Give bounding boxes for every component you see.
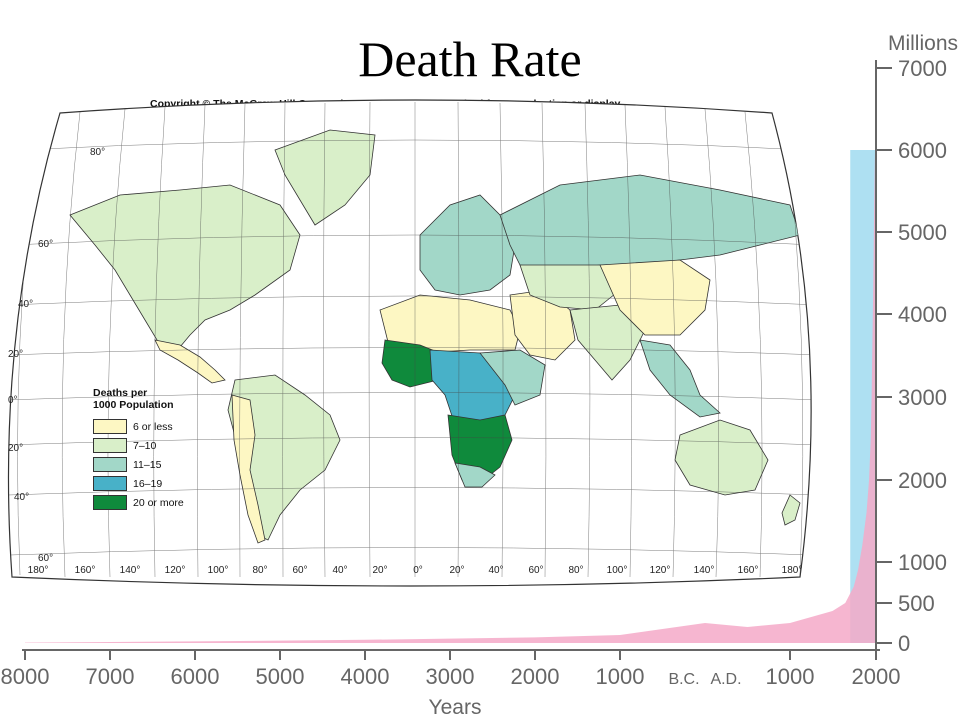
lon-label: 40° (488, 565, 503, 576)
lon-label: 80° (568, 565, 583, 576)
x-axis-label: Years (429, 696, 482, 719)
lon-label: 160° (75, 565, 96, 576)
lon-label: 100° (607, 565, 628, 576)
lat-label: 60° (38, 239, 53, 250)
x-tick-label: 1000 (766, 664, 815, 689)
y-tick-label: 4000 (898, 302, 947, 327)
lon-label: 60° (292, 565, 307, 576)
legend-title-line: 1000 Population (93, 399, 174, 411)
south-america-west (231, 394, 266, 544)
lon-label: 140° (120, 565, 141, 576)
lon-label: 120° (165, 565, 186, 576)
lon-label: 120° (650, 565, 671, 576)
x-tick-label: 1000 (596, 664, 645, 689)
x-tick-label: 2000 (852, 664, 901, 689)
x-tick-label: 6000 (171, 664, 220, 689)
x-tick-label: 8000 (1, 664, 50, 689)
legend-swatch (93, 457, 127, 472)
lon-label: 180° (28, 565, 49, 576)
north-america (69, 184, 301, 354)
y-tick-label: 7000 (898, 56, 947, 81)
new-zealand (781, 494, 801, 526)
x-tick-label: B.C. (668, 671, 699, 688)
y-tick-label: 6000 (898, 138, 947, 163)
x-tick-label: 4000 (341, 664, 390, 689)
y-tick-label: 2000 (898, 468, 947, 493)
legend-title-line: Deaths per (93, 387, 148, 399)
lon-label: 80° (252, 565, 267, 576)
legend-label: 20 or more (133, 496, 184, 509)
lon-label: 160° (738, 565, 759, 576)
china (599, 259, 711, 336)
lat-label: 0° (8, 395, 18, 406)
legend-item: 11–15 (93, 455, 203, 474)
central-america (154, 339, 226, 384)
x-tick-label: 3000 (426, 664, 475, 689)
lon-label: 180° (782, 565, 803, 576)
y-tick-label: 1000 (898, 550, 947, 575)
legend-item: 20 or more (93, 493, 203, 512)
legend-title: Deaths per 1000 Population (93, 387, 203, 411)
legend-label: 7–10 (133, 439, 157, 452)
x-tick-label: 2000 (511, 664, 560, 689)
y-tick-label: 500 (898, 591, 935, 616)
slide-title: Death Rate (358, 31, 582, 87)
legend-item: 7–10 (93, 436, 203, 455)
legend-swatch (93, 476, 127, 491)
southeast-asia (639, 339, 721, 418)
africa-south (454, 462, 496, 488)
legend-swatch (93, 438, 127, 453)
lon-label: 60° (528, 565, 543, 576)
legend-label: 11–15 (133, 458, 162, 471)
lat-label: 20° (8, 349, 23, 360)
map-drawing: 80° 60° 40° 20° 0° 20° 40° 60° 180° 160°… (7, 99, 812, 587)
y-axis-label: Millions (888, 32, 958, 55)
europe (419, 194, 516, 296)
legend-item: 6 or less (93, 417, 203, 436)
x-tick-label: 7000 (86, 664, 135, 689)
africa-west-sahel (381, 339, 441, 388)
greenland (274, 129, 376, 226)
lon-label: 20° (372, 565, 387, 576)
lat-label: 60° (38, 553, 53, 564)
lat-label: 40° (18, 299, 33, 310)
lat-label: 40° (14, 492, 29, 503)
lon-label: 20° (449, 565, 464, 576)
africa-east (479, 349, 546, 406)
legend-item: 16–19 (93, 474, 203, 493)
australia (674, 419, 769, 496)
lon-label: 140° (694, 565, 715, 576)
legend-swatch (93, 495, 127, 510)
x-axis-ticks: 8000 7000 6000 5000 4000 3000 2000 1000 B.C. A.D.… (1, 650, 901, 689)
legend-label: 16–19 (133, 477, 163, 490)
y-tick-label: 0 (898, 631, 910, 656)
y-tick-label: 5000 (898, 220, 947, 245)
lon-label: 40° (332, 565, 347, 576)
lon-label: 100° (208, 565, 229, 576)
x-tick-label: A.D. (710, 671, 741, 688)
y-tick-label: 3000 (898, 385, 947, 410)
lat-label: 20° (8, 443, 23, 454)
world-death-rate-map: Copyright © The McGraw-Hill Companies, I… (0, 95, 830, 595)
lat-label: 80° (90, 147, 105, 158)
legend-swatch (93, 419, 127, 434)
lon-label: 0° (413, 565, 423, 576)
map-legend: Deaths per 1000 Population 6 or less 7–1… (93, 387, 203, 512)
legend-label: 6 or less (133, 420, 173, 433)
x-tick-label: 5000 (256, 664, 305, 689)
